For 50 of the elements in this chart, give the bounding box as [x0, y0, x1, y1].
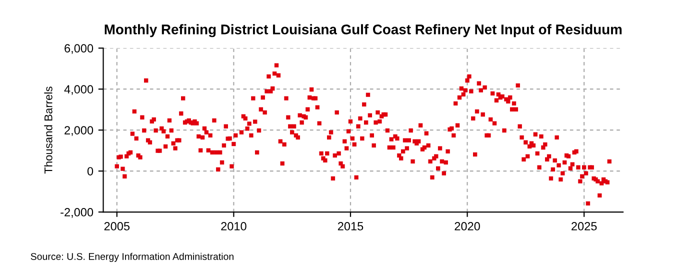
point [537, 165, 542, 170]
point [533, 132, 538, 136]
y-tick-label: 4,000 [64, 85, 94, 95]
point [580, 174, 584, 178]
point [550, 167, 556, 172]
x-tick-label: 2010 [221, 222, 246, 230]
point [522, 157, 526, 162]
point [598, 193, 602, 198]
source-note: Source: U.S. Energy Information Administration [30, 252, 234, 262]
x-tick-label: 2020 [454, 222, 480, 230]
point [535, 151, 540, 156]
point [508, 95, 512, 100]
point [514, 107, 518, 112]
point [518, 124, 522, 128]
point [552, 158, 557, 162]
x-tick-label: 2025 [572, 222, 597, 230]
point [543, 142, 548, 146]
y-tick-label: 2,000 [64, 126, 94, 136]
point [546, 154, 552, 158]
point [582, 165, 586, 170]
point [512, 101, 516, 106]
y-tick-label: 6,000 [64, 44, 94, 54]
point [520, 135, 524, 140]
point [607, 159, 612, 164]
point [516, 83, 520, 88]
point [554, 135, 559, 140]
point [531, 143, 536, 148]
y-tick-label: 0 [87, 167, 94, 176]
point [576, 165, 580, 170]
point [562, 160, 567, 165]
point [526, 154, 530, 158]
point [570, 162, 574, 166]
point [548, 176, 554, 181]
point [558, 177, 563, 182]
point [568, 166, 573, 170]
y-tick-label: -2,000 [60, 208, 94, 218]
point [578, 179, 582, 184]
chart-title: Monthly Refining District Louisiana Gulf Coast Refinery Net Input of Residuum [104, 24, 622, 38]
point [586, 201, 590, 206]
point [524, 140, 528, 144]
point [600, 181, 604, 186]
point [539, 134, 544, 139]
point [510, 107, 514, 112]
point [584, 171, 588, 176]
x-tick-label: 2015 [338, 222, 364, 230]
y-axis-title: Thousand Barrels [44, 86, 52, 174]
point [556, 163, 561, 168]
x-tick-label: 2005 [104, 222, 130, 230]
point [560, 171, 565, 176]
point [502, 128, 506, 133]
